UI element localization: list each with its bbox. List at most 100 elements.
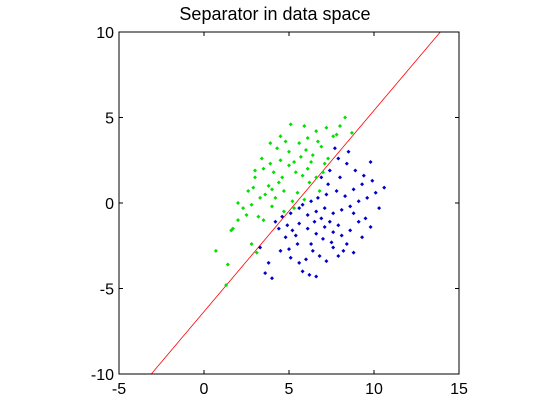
data-point <box>309 242 314 247</box>
data-point <box>368 159 373 164</box>
data-point <box>302 197 307 202</box>
data-point <box>268 141 273 146</box>
data-point <box>304 257 308 262</box>
data-point <box>300 269 305 274</box>
data-point <box>251 185 256 190</box>
separator-line <box>150 31 441 375</box>
data-point <box>339 207 344 212</box>
data-point <box>356 219 361 224</box>
data-point <box>285 223 290 228</box>
data-point <box>315 139 320 144</box>
data-point <box>288 255 293 260</box>
data-point <box>249 242 254 247</box>
data-point <box>338 175 342 180</box>
data-point <box>351 250 356 255</box>
plot-marks <box>150 31 441 375</box>
data-point <box>300 202 305 207</box>
data-point <box>312 219 317 224</box>
data-point <box>280 214 285 219</box>
data-point <box>292 159 297 164</box>
data-point <box>293 170 298 175</box>
data-point <box>254 250 259 255</box>
data-point <box>314 175 319 180</box>
data-point <box>344 161 349 166</box>
data-point <box>341 248 346 253</box>
data-point <box>322 161 327 166</box>
data-point <box>334 132 339 137</box>
data-point <box>317 189 322 194</box>
data-point <box>353 168 358 173</box>
data-point <box>361 173 366 178</box>
data-point <box>297 260 302 265</box>
data-point <box>275 146 280 151</box>
data-point <box>290 199 295 204</box>
data-point <box>270 187 274 192</box>
data-point <box>370 178 375 183</box>
data-point <box>310 153 315 158</box>
y-tick-label: -10 <box>91 367 114 384</box>
data-point <box>338 124 342 129</box>
data-point <box>331 245 336 250</box>
data-point <box>314 274 319 279</box>
data-point <box>287 247 291 252</box>
y-tick-label: -5 <box>100 282 114 299</box>
data-point <box>305 166 310 171</box>
data-point <box>273 219 278 224</box>
data-point <box>263 192 268 197</box>
data-point <box>298 154 303 159</box>
data-point <box>351 211 356 216</box>
data-point <box>261 218 266 223</box>
data-point <box>307 272 312 277</box>
y-tick-label: 10 <box>96 25 114 42</box>
data-point <box>314 129 319 134</box>
data-point <box>310 248 315 253</box>
data-point <box>281 209 286 214</box>
data-point <box>322 224 327 229</box>
data-point <box>305 136 310 141</box>
data-point <box>368 224 373 229</box>
data-point <box>213 248 218 253</box>
data-point <box>327 219 332 224</box>
data-point <box>266 260 271 265</box>
data-point <box>331 211 336 216</box>
data-point <box>343 194 348 199</box>
data-point <box>363 216 368 221</box>
data-point <box>224 283 229 288</box>
data-point <box>336 254 341 259</box>
data-point <box>339 233 344 238</box>
data-point <box>249 202 254 207</box>
data-point <box>324 125 329 130</box>
data-point <box>278 134 283 139</box>
data-point <box>293 233 298 238</box>
x-tick-label: 10 <box>365 381 383 398</box>
data-point <box>344 242 349 247</box>
data-point <box>268 161 273 166</box>
data-point <box>295 190 300 195</box>
data-point <box>351 187 356 192</box>
data-point <box>319 175 324 180</box>
data-point <box>278 248 283 253</box>
data-point <box>356 199 361 204</box>
data-point <box>327 168 332 173</box>
data-point <box>346 149 351 154</box>
x-tick-label: 15 <box>450 381 468 398</box>
data-point <box>321 236 325 241</box>
data-point <box>331 134 336 139</box>
data-point <box>300 173 305 178</box>
data-point <box>278 158 283 163</box>
data-point <box>329 240 334 245</box>
data-point <box>314 209 319 214</box>
data-point <box>288 211 293 216</box>
x-tick-label: -5 <box>112 381 126 398</box>
data-point <box>295 242 300 247</box>
data-point <box>261 166 266 171</box>
data-point <box>322 206 327 211</box>
data-point <box>377 206 382 211</box>
data-point <box>319 216 324 221</box>
data-point <box>332 146 337 151</box>
data-point <box>324 259 329 264</box>
data-point <box>281 189 286 194</box>
data-point <box>348 228 353 233</box>
data-point <box>225 262 230 267</box>
data-point <box>297 206 302 211</box>
